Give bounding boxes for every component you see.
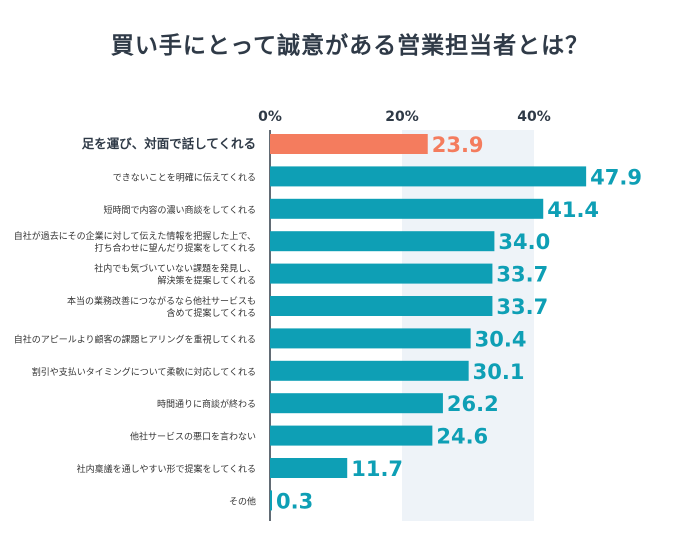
bar xyxy=(270,263,493,284)
category-label: 足を運び、対面で話してくれる xyxy=(82,136,256,151)
bar xyxy=(270,490,272,511)
value-label: 33.7 xyxy=(496,295,548,319)
value-label: 47.9 xyxy=(590,165,642,189)
value-label: 11.7 xyxy=(351,457,403,481)
category-label: 打ち合わせに望んだり提案をしてくれる xyxy=(95,242,256,254)
value-label: 24.6 xyxy=(436,425,488,449)
value-label: 26.2 xyxy=(447,392,499,416)
chart-title: 買い手にとって誠意がある営業担当者とは？ xyxy=(110,33,590,59)
highlight-band xyxy=(402,130,534,521)
bar xyxy=(270,134,428,154)
category-label: 時間通りに商談が終わる xyxy=(157,398,256,410)
bar xyxy=(270,393,443,414)
bar xyxy=(270,166,587,187)
category-label: 他社サービスの悪口を言わない xyxy=(130,431,256,443)
bar xyxy=(270,425,433,446)
bar xyxy=(270,198,544,219)
value-label: 34.0 xyxy=(498,230,550,254)
category-label: 自社のアピールより顧客の課題ヒアリングを重視してくれる xyxy=(14,333,256,345)
category-label: その他 xyxy=(229,495,256,507)
category-label: 解決策を提案してくれる xyxy=(158,275,256,287)
value-label: 33.7 xyxy=(496,263,548,287)
value-label: 30.1 xyxy=(473,360,525,384)
x-tick-label: 0% xyxy=(258,109,282,125)
bar xyxy=(270,328,471,349)
bar xyxy=(270,458,348,478)
category-label: 割引や支払いタイミングについて柔軟に対応してくれる xyxy=(32,366,256,378)
bar xyxy=(270,231,495,252)
category-label: 社内でも気づいていない課題を発見し、 xyxy=(94,263,256,275)
bar xyxy=(270,360,469,381)
category-label: 本当の業務改善につながるなら他社サービスも xyxy=(67,295,256,307)
category-label: 含めて提案してくれる xyxy=(167,307,256,319)
bar xyxy=(270,296,493,316)
category-label: 短時間で内容の濃い商談をしてくれる xyxy=(104,204,256,216)
x-tick-label: 20% xyxy=(385,109,419,125)
value-label: 30.4 xyxy=(475,327,527,351)
category-label: 社内稟議を通しやすい形で提案をしてくれる xyxy=(77,463,256,475)
x-tick-label: 40% xyxy=(517,109,551,125)
value-label: 23.9 xyxy=(432,133,484,157)
category-label: 自社が過去にその企業に対して伝えた情報を把握した上で、 xyxy=(14,230,256,242)
value-label: 0.3 xyxy=(276,489,313,513)
value-label: 41.4 xyxy=(547,198,599,222)
category-label: できないことを明確に伝えてくれる xyxy=(113,171,256,183)
